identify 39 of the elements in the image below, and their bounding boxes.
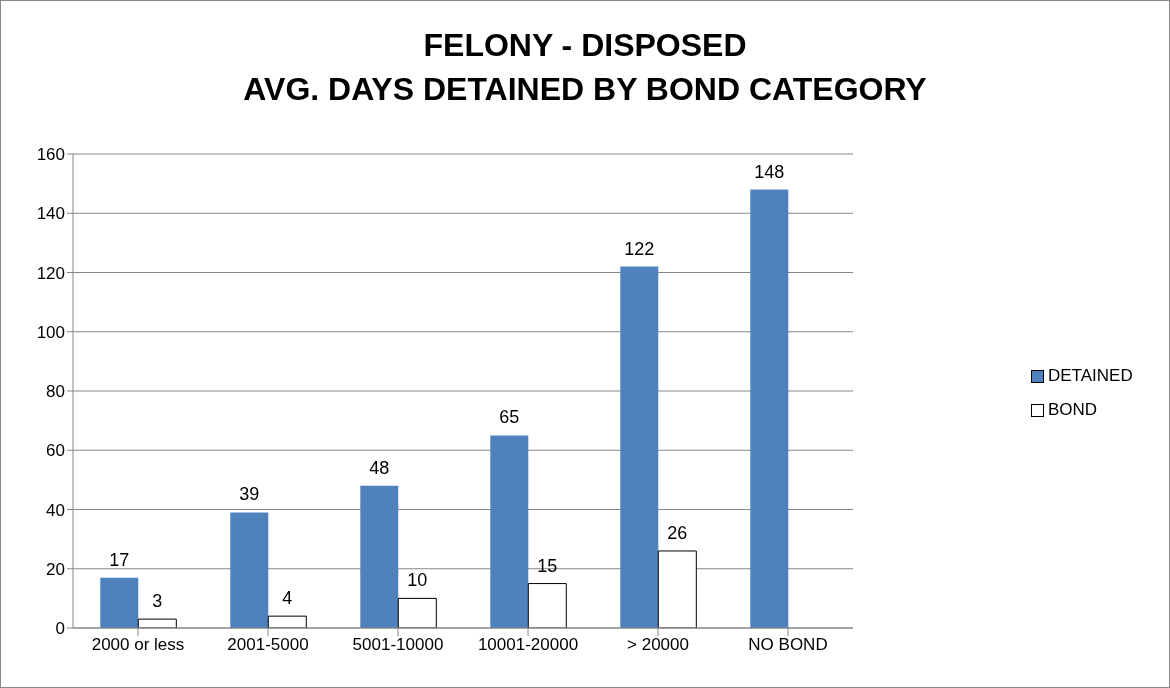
data-label: 15 [537,555,558,576]
bar [360,485,399,628]
bar [490,435,529,628]
bar [750,189,789,628]
data-label: 148 [754,161,785,182]
data-label: 4 [282,588,293,609]
x-tick-label: > 20000 [627,635,689,655]
y-tick-label: 160 [36,145,65,165]
chart-title: FELONY - DISPOSED AVG. DAYS DETAINED BY BOND CATEGORY [242,26,928,109]
y-tick-label: 100 [36,322,65,342]
data-label: 17 [109,549,130,570]
bar [100,577,139,628]
y-tick-label: 120 [36,263,65,283]
bar [397,597,437,628]
y-tick-label: 40 [46,500,65,520]
y-tick-label: 60 [46,441,65,461]
data-label: 3 [152,591,163,612]
data-label: 39 [239,484,260,505]
data-label: 65 [499,407,520,428]
x-tick-label: 10001-20000 [477,635,579,655]
data-label: 10 [407,570,428,591]
x-tick-label: 2000 or less [91,635,185,655]
y-tick-label: 0 [55,619,65,639]
legend-label: DETAINED [1048,366,1133,386]
y-tick-label: 80 [46,382,65,402]
bar [527,583,567,628]
x-tick-label: 5001-10000 [352,635,444,655]
y-tick-label: 140 [36,204,65,224]
bar [230,512,269,628]
bar [657,550,697,628]
data-label: 48 [369,457,390,478]
y-tick-label: 20 [46,559,65,579]
legend-label: BOND [1048,400,1098,420]
bar [137,618,177,628]
x-tick-label: 2001-5000 [227,635,309,655]
x-tick-label: NO BOND [748,635,828,655]
data-label: 122 [624,238,655,259]
data-label: 26 [667,522,688,543]
bar [620,266,659,628]
